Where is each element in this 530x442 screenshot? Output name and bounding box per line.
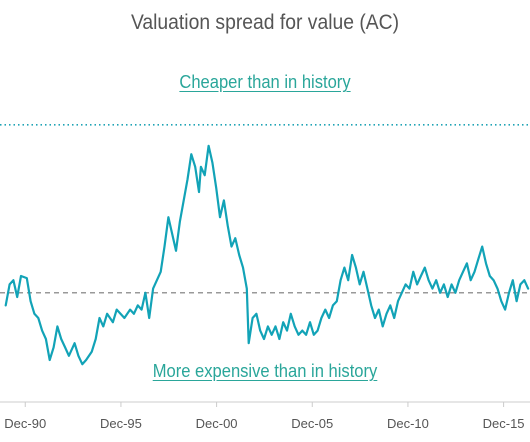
x-tick-label: Dec-00: [196, 416, 238, 431]
x-tick-label: Dec-90: [4, 416, 46, 431]
x-tick-label: Dec-10: [387, 416, 429, 431]
series-group: [4, 144, 530, 366]
x-tick-label: Dec-05: [291, 416, 333, 431]
reference-lines: [0, 124, 530, 294]
chart-title: Valuation spread for value (AC): [130, 11, 400, 34]
more-expensive-annotation: More expensive than in history: [152, 361, 378, 381]
series-line-0: [4, 144, 530, 366]
x-tick-label: Dec-95: [100, 416, 142, 431]
x-tick-label: Dec-15: [483, 416, 525, 431]
cheaper-annotation: Cheaper than in history: [179, 72, 351, 92]
x-axis: Dec-90 Dec-95 Dec-00 Dec-05 Dec-10 Dec-15: [0, 401, 530, 431]
